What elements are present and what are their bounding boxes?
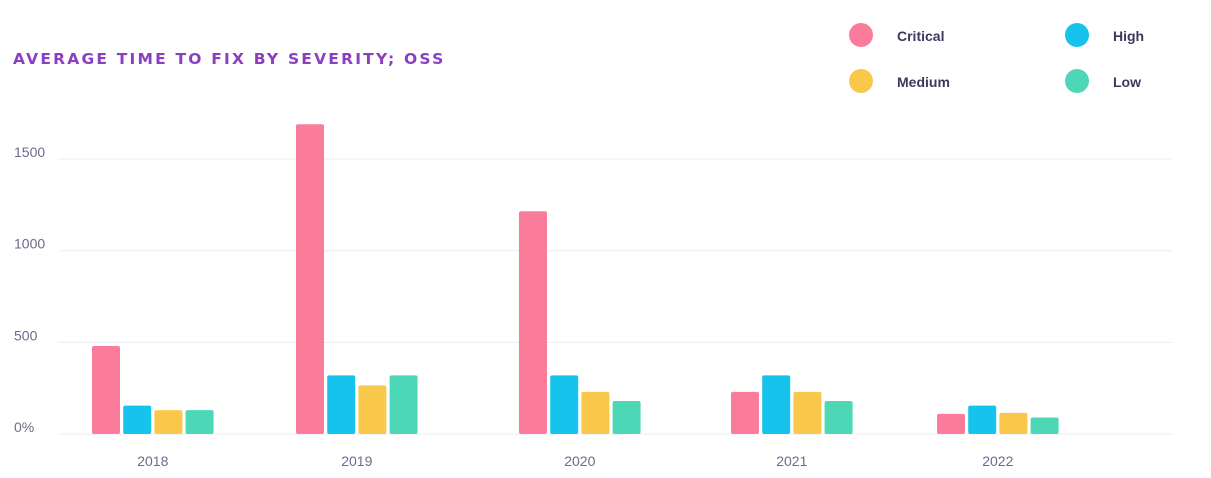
bar-critical-2019 <box>296 124 324 435</box>
legend-label: Medium <box>897 74 950 90</box>
bar-medium-2020 <box>581 391 610 434</box>
bar-critical-2020 <box>519 211 547 434</box>
legend-item-high: High <box>1065 23 1144 47</box>
bar-medium-2021 <box>793 391 822 434</box>
legend-label: High <box>1113 28 1144 44</box>
bar-low-2019 <box>389 375 418 434</box>
bar-high-2020 <box>550 375 579 434</box>
legend-swatch <box>1065 23 1089 47</box>
y-tick-label: 1500 <box>14 144 45 160</box>
legend-label: Low <box>1113 74 1141 90</box>
legend-swatch <box>849 23 873 47</box>
bar-low-2022 <box>1030 417 1059 434</box>
bar-medium-2019 <box>358 385 387 434</box>
legend-item-low: Low <box>1065 69 1141 93</box>
x-tick-label: 2020 <box>564 453 595 469</box>
y-tick-label: 500 <box>14 327 38 343</box>
bar-high-2021 <box>762 375 791 434</box>
legend-item-critical: Critical <box>849 23 944 47</box>
legend-swatch <box>1065 69 1089 93</box>
bar-low-2020 <box>612 401 641 434</box>
y-axis: 0% 500 1000 1500 <box>14 144 45 435</box>
legend-label: Critical <box>897 28 944 44</box>
legend-swatch <box>849 69 873 93</box>
bar-low-2018 <box>185 410 214 434</box>
bar-high-2018 <box>123 405 152 434</box>
bars <box>92 124 1059 435</box>
bar-critical-2018 <box>92 346 120 434</box>
bar-low-2021 <box>824 401 853 434</box>
x-tick-label: 2022 <box>982 453 1013 469</box>
bar-medium-2022 <box>999 412 1028 434</box>
bar-critical-2021 <box>731 391 759 434</box>
x-axis: 2018 2019 2020 2021 2022 <box>137 453 1013 469</box>
y-tick-label: 1000 <box>14 236 45 252</box>
y-tick-label: 0% <box>14 419 34 435</box>
chart-title: AVERAGE TIME TO FIX BY SEVERITY; OSS <box>13 50 446 68</box>
bar-high-2022 <box>968 405 997 434</box>
bar-medium-2018 <box>154 410 183 434</box>
bar-high-2019 <box>327 375 356 434</box>
grid-lines <box>58 158 1172 435</box>
bar-critical-2022 <box>937 413 965 434</box>
legend: Critical High Medium Low <box>849 23 1144 93</box>
x-tick-label: 2018 <box>137 453 168 469</box>
x-tick-label: 2019 <box>341 453 372 469</box>
x-tick-label: 2021 <box>776 453 807 469</box>
legend-item-medium: Medium <box>849 69 950 93</box>
